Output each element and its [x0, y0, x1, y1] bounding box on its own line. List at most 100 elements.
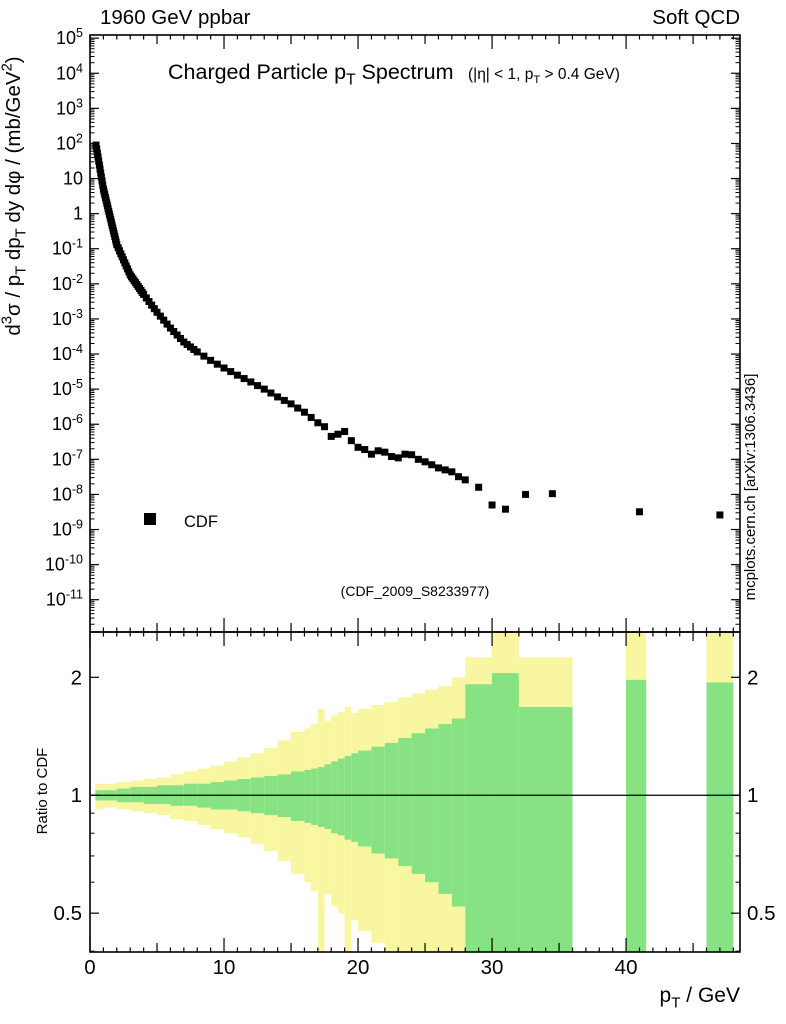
- data-point: [260, 385, 268, 393]
- ratio-band-inner: [324, 764, 332, 830]
- y-tick-label: 10-2: [52, 272, 83, 294]
- data-point: [488, 501, 496, 509]
- ratio-band-inner: [371, 746, 385, 854]
- data-point: [176, 335, 184, 343]
- data-point: [156, 312, 164, 320]
- data-point: [93, 149, 101, 157]
- data-point: [98, 177, 106, 185]
- data-point: [97, 173, 105, 181]
- ratio-tick-label-right: 2: [747, 666, 758, 689]
- data-point: [716, 511, 724, 519]
- data-point: [267, 389, 275, 397]
- data-point: [142, 294, 150, 302]
- data-point: [327, 432, 335, 440]
- y-tick-label: 10-6: [52, 412, 83, 434]
- y-tick-label: 102: [56, 131, 83, 153]
- ratio-band-inner: [130, 786, 144, 803]
- ratio-band-inner: [317, 767, 325, 827]
- data-point: [166, 324, 174, 332]
- data-point: [428, 461, 436, 469]
- data-point: [99, 181, 107, 189]
- data-point: [334, 430, 342, 438]
- ratio-tick-label-left: 1: [71, 784, 82, 807]
- data-point: [548, 490, 556, 498]
- data-point: [193, 348, 201, 356]
- legend-marker-square-icon: [144, 513, 156, 525]
- data-point: [314, 419, 322, 427]
- data-point: [280, 396, 288, 404]
- y-tick-label: 10-1: [52, 237, 83, 259]
- ratio-tick-label-left: 2: [71, 666, 82, 689]
- data-point: [388, 453, 396, 461]
- ratio-band-inner: [331, 761, 338, 834]
- legend: CDF: [144, 513, 218, 531]
- data-point: [394, 454, 402, 462]
- data-point: [635, 508, 643, 516]
- data-point: [501, 505, 509, 513]
- data-point: [455, 473, 463, 481]
- ratio-band-inner: [291, 771, 305, 821]
- data-point: [160, 316, 168, 324]
- data-point: [93, 145, 101, 153]
- data-point: [153, 308, 161, 316]
- x-tick-label: 40: [615, 956, 638, 979]
- ratio-band-inner: [465, 684, 493, 952]
- legend-label: CDF: [184, 513, 218, 531]
- y-tick-label: 104: [56, 61, 83, 83]
- ratio-tick-label-right: 1: [747, 784, 758, 807]
- data-point: [207, 356, 215, 364]
- data-point: [213, 360, 221, 368]
- ratio-band-inner: [438, 723, 452, 894]
- data-point: [361, 446, 369, 454]
- ratio-band-inner: [344, 755, 352, 840]
- plot-title: Charged Particle pT Spectrum: [168, 60, 454, 89]
- ratio-band-inner: [398, 737, 412, 866]
- ratio-y-axis-label: Ratio to CDF: [34, 748, 51, 835]
- data-point: [96, 165, 104, 173]
- ratio-band-inner: [626, 679, 647, 952]
- data-point: [95, 157, 103, 165]
- x-tick-label: 20: [347, 956, 370, 979]
- data-point: [461, 476, 469, 484]
- x-tick-label: 0: [84, 956, 95, 979]
- data-point: [414, 455, 422, 463]
- data-point: [374, 447, 382, 455]
- ratio-band-inner: [518, 706, 573, 952]
- ratio-band-inner: [304, 769, 312, 823]
- data-point: [220, 364, 228, 372]
- data-point: [148, 301, 156, 309]
- y-tick-label: 10-11: [46, 588, 83, 610]
- ratio-band-inner: [311, 768, 318, 825]
- x-axis-label: pT / GeV: [660, 984, 740, 1011]
- ratio-band-inner: [351, 753, 359, 842]
- data-point: [97, 169, 105, 177]
- x-tick-label: 30: [481, 956, 504, 979]
- y-tick-label: 10-8: [52, 482, 83, 504]
- y-tick-label: 10-7: [52, 447, 83, 469]
- data-point: [367, 450, 375, 458]
- ratio-band-inner: [384, 742, 399, 859]
- ratio-band-inner: [492, 673, 519, 952]
- y-tick-label: 105: [56, 26, 83, 48]
- data-point: [274, 393, 282, 401]
- data-point: [294, 404, 302, 412]
- data-point: [227, 368, 235, 376]
- ratio-band-inner: [358, 750, 372, 847]
- data-point: [401, 450, 409, 458]
- plot-subtitle: (|η| < 1, pT > 0.4 GeV): [468, 66, 620, 86]
- y-tick-label: 1: [73, 204, 83, 224]
- data-point: [321, 423, 329, 431]
- header-beam-energy: 1960 GeV ppbar: [100, 6, 251, 29]
- mcplots-credit: mcplots.cern.ch [arXiv:1306.3436]: [742, 374, 759, 601]
- ratio-bands-layer: [95, 632, 734, 952]
- analysis-watermark: (CDF_2009_S8233977): [341, 583, 490, 599]
- y-tick-label: 10-3: [52, 307, 83, 329]
- ratio-band-outer: [317, 709, 325, 952]
- ratio-panel-frame: [89, 631, 741, 953]
- header-process-group: Soft QCD: [652, 6, 740, 29]
- y-axis-label: d3σ / pT dpT dy dφ / (mb/GeV2): [0, 56, 29, 335]
- data-point: [341, 428, 349, 436]
- data-point: [233, 371, 241, 379]
- ratio-band-inner: [706, 682, 734, 952]
